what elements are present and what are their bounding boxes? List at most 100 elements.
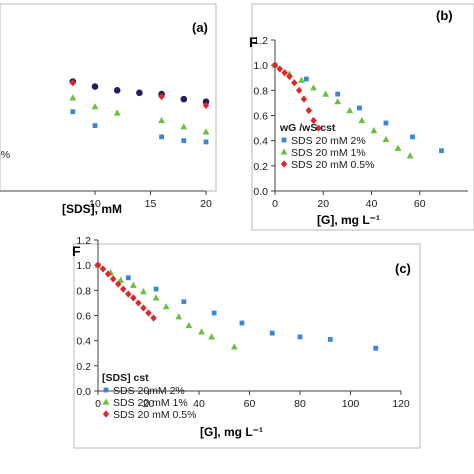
data-point <box>305 106 312 115</box>
data-point <box>208 333 216 340</box>
data-point <box>300 95 308 103</box>
data-point <box>358 116 366 124</box>
series-1 <box>69 79 210 110</box>
data-point <box>162 303 170 310</box>
x-axis-label: [SDS], mM <box>62 202 122 216</box>
series-3 <box>70 109 209 145</box>
legend-marker <box>280 148 288 155</box>
series-2 <box>69 94 210 135</box>
data-point <box>382 135 390 143</box>
data-point <box>310 84 317 91</box>
data-point <box>91 83 99 90</box>
data-point <box>115 280 122 288</box>
legend-entry: SDS 20 mM 0.5% <box>291 159 374 171</box>
data-point <box>370 127 378 134</box>
chart-panel-c: 0 20 40 60 80 100 120 0.0 0.2 0.4 0.6 0.8 1.0 1.2F [G]… <box>72 235 421 449</box>
data-point <box>291 79 298 87</box>
panel-frame <box>251 3 474 231</box>
series-1 <box>94 261 238 350</box>
data-point <box>239 320 245 326</box>
data-point <box>135 299 142 307</box>
x-axis-label: [G], mg L⁻¹ <box>317 213 380 227</box>
data-point <box>91 103 99 110</box>
data-point <box>286 72 293 81</box>
data-point <box>394 144 402 151</box>
data-point <box>130 294 137 302</box>
x-tick-label: 80 <box>294 398 306 410</box>
data-point <box>202 128 210 135</box>
data-point <box>99 265 107 273</box>
data-point <box>315 124 322 132</box>
y-tick-label: 0.2 <box>253 161 268 173</box>
data-point <box>120 285 127 293</box>
panel-label: (a) <box>192 20 208 35</box>
legend-marker <box>281 137 287 143</box>
data-point <box>322 90 330 97</box>
data-point <box>153 286 159 292</box>
panel-frame <box>73 243 421 449</box>
data-point <box>198 328 205 335</box>
data-point <box>327 337 333 342</box>
legend-entry: SDS 20mM 2% <box>113 385 185 397</box>
x-tick-label: 60 <box>244 398 256 410</box>
data-point <box>203 139 209 145</box>
data-point <box>69 79 76 87</box>
data-point <box>70 109 76 115</box>
legend-entry: SDS 20 mM 1% <box>291 147 366 159</box>
data-point <box>125 290 132 298</box>
legend: °°.5% <box>0 149 10 161</box>
series-0 <box>69 78 210 105</box>
data-point <box>276 65 284 73</box>
series-0 <box>95 262 379 351</box>
y-tick-label: 0.0 <box>76 386 91 398</box>
data-point <box>180 123 188 130</box>
legend-marker <box>280 160 288 168</box>
legend-marker <box>103 387 109 393</box>
y-tick-label: 1.0 <box>253 60 268 72</box>
data-point <box>281 69 288 77</box>
x-tick-label: 40 <box>366 198 378 210</box>
legend-title: wG /wS cst <box>279 122 336 134</box>
y-tick-label: 0.8 <box>253 85 268 97</box>
y-tick-label: 1.2 <box>253 35 268 47</box>
data-point <box>271 61 279 69</box>
y-tick-label: 1.2 <box>76 235 91 247</box>
data-point <box>439 148 444 154</box>
y-axis-label: F <box>249 34 258 50</box>
data-point <box>104 270 112 278</box>
data-point <box>180 95 188 103</box>
data-point <box>297 334 303 340</box>
data-point <box>136 89 143 97</box>
panel-label: (c) <box>395 261 411 276</box>
x-axis-label: [G], mg L⁻¹ <box>200 425 263 439</box>
x-tick-label: 0 <box>95 398 101 410</box>
y-tick-label: 0.2 <box>76 361 91 373</box>
data-point <box>181 299 187 305</box>
panel-label: (b) <box>436 8 453 23</box>
data-point <box>298 76 305 83</box>
data-point <box>310 116 317 125</box>
data-point <box>335 91 341 97</box>
legend-entry: SDS 20 mM 1% <box>113 397 188 409</box>
data-point <box>383 120 389 126</box>
data-point <box>109 275 117 283</box>
chart-panel-a: 10 15 20 [SDS], mM (a) °°.5% <box>0 3 217 216</box>
data-point <box>125 275 131 281</box>
x-tick-label: 0 <box>272 198 278 210</box>
data-point <box>406 152 414 159</box>
legend-entry: SDS 20 mM 2% <box>291 135 366 147</box>
legend-marker <box>102 410 110 418</box>
data-point <box>346 106 354 114</box>
x-tick-label: 120 <box>392 398 410 410</box>
data-point <box>303 76 309 82</box>
x-tick-label: 15 <box>145 198 157 210</box>
data-point <box>357 105 362 111</box>
data-point <box>202 101 210 110</box>
x-tick-label: 20 <box>317 198 329 210</box>
legend-entry: .5% <box>0 149 10 161</box>
series-2 <box>271 61 322 132</box>
y-tick-label: 0.6 <box>76 311 91 323</box>
